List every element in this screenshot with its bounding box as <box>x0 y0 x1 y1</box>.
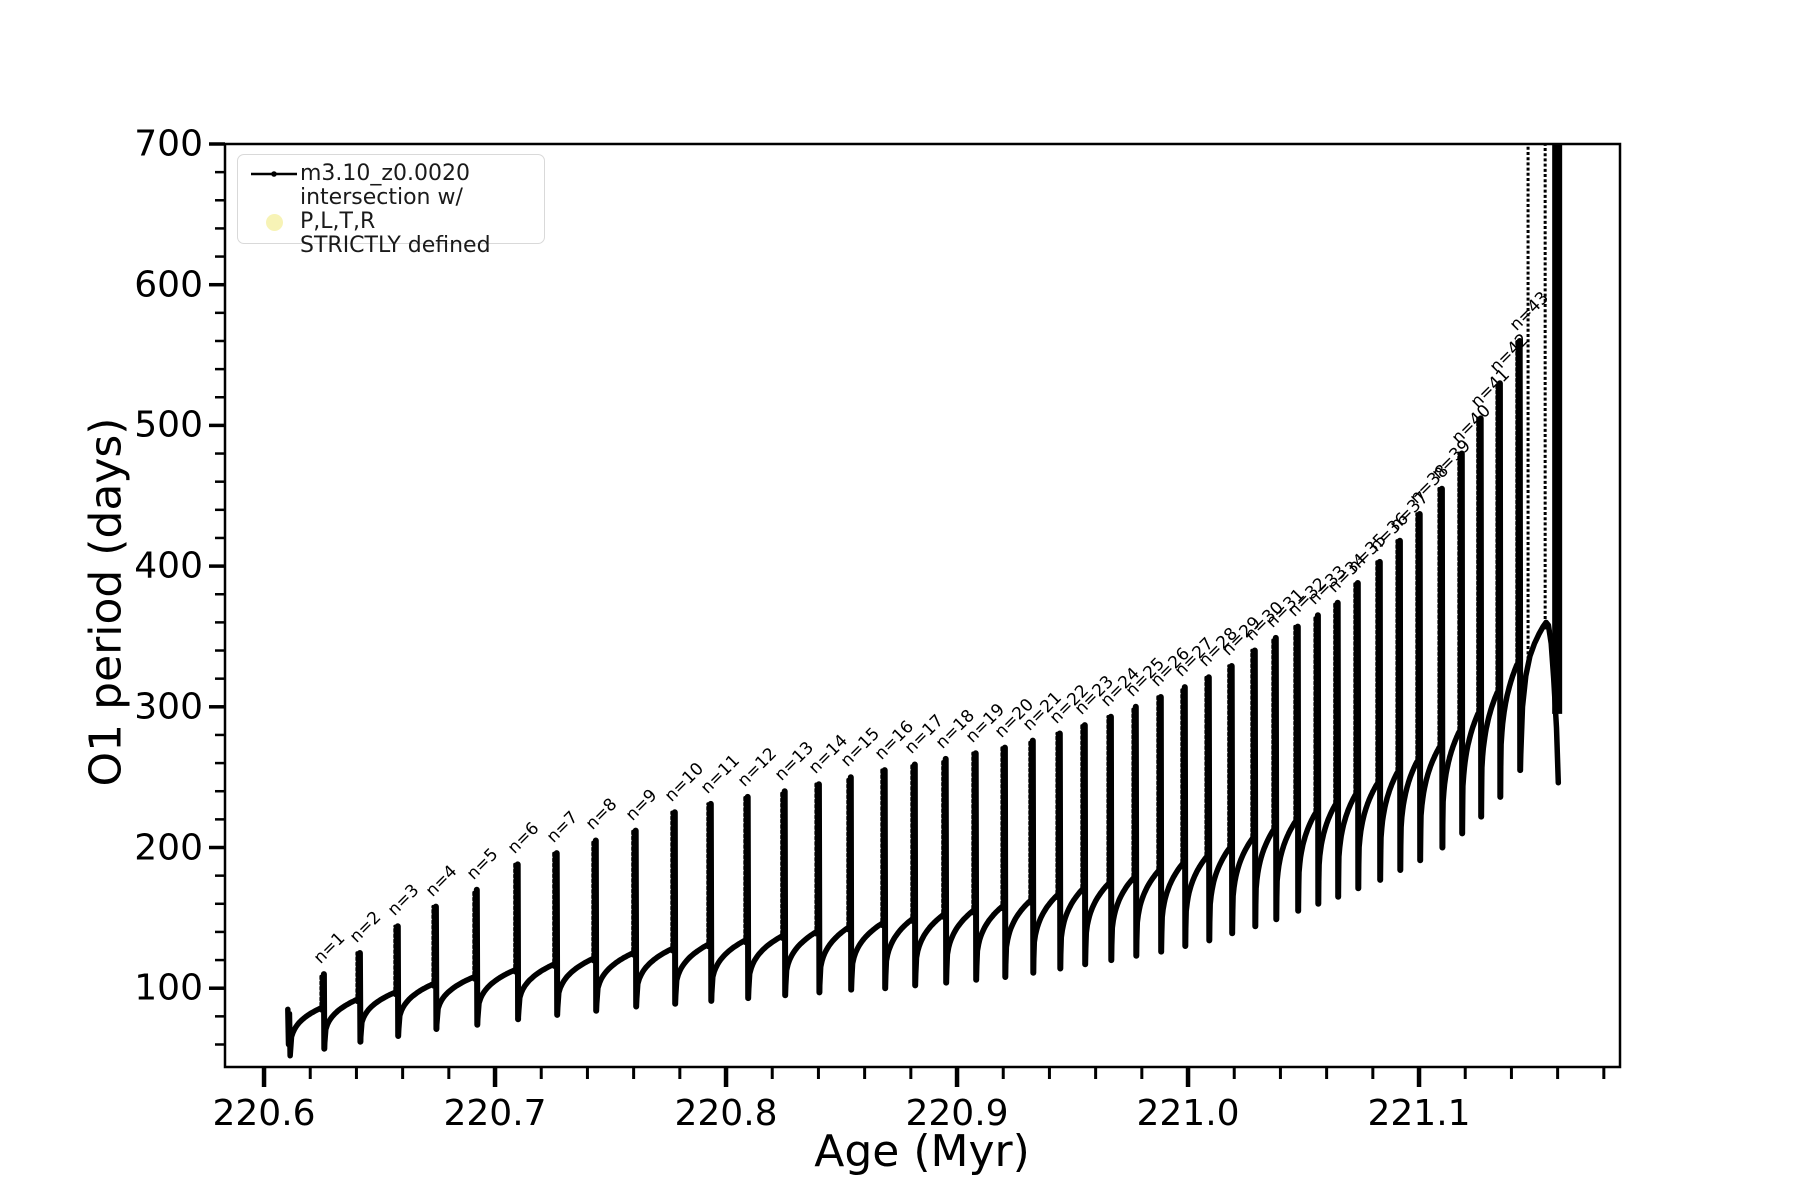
period-curve-baseline <box>285 619 1562 1059</box>
y-tick-label: 300 <box>134 686 203 728</box>
axes-frame <box>223 142 1622 1069</box>
legend-line-dot-marker-icon <box>248 163 300 185</box>
axis-ticks <box>209 142 1606 1087</box>
legend: m3.10_z0.0020 intersection w/ P,L,T,R ST… <box>237 154 545 258</box>
y-tick-label: 100 <box>134 967 203 1009</box>
y-tick-label: 200 <box>134 827 203 868</box>
legend-intersection-label-line1: intersection w/ P,L,T,R <box>300 185 463 234</box>
y-axis-label: O1 period (days) <box>80 417 132 787</box>
legend-series-label: m3.10_z0.0020 <box>300 161 470 186</box>
x-tick-label: 221.1 <box>1367 1093 1471 1134</box>
legend-intersection-label: intersection w/ P,L,T,R STRICTLY defined <box>300 186 534 258</box>
y-tick-label: 400 <box>134 545 203 587</box>
legend-intersection-label-line2: STRICTLY defined <box>300 233 491 258</box>
period-curve-drops <box>320 338 1524 1052</box>
x-tick-label: 220.9 <box>905 1093 1009 1134</box>
y-tick-label: 700 <box>134 123 203 165</box>
x-tick-label: 220.6 <box>212 1093 316 1134</box>
x-tick-label: 220.7 <box>443 1093 547 1134</box>
x-axis-label: Age (Myr) <box>814 1126 1030 1177</box>
legend-entry-series: m3.10_z0.0020 <box>248 162 534 186</box>
y-tick-label: 500 <box>134 404 203 446</box>
x-tick-label: 221.0 <box>1136 1093 1240 1134</box>
legend-circle-marker-icon <box>248 213 300 231</box>
period-curve-spikes <box>319 339 1519 1013</box>
legend-entry-intersection: intersection w/ P,L,T,R STRICTLY defined <box>248 186 534 258</box>
data-curve <box>285 144 1563 1059</box>
x-tick-label: 220.8 <box>674 1093 778 1134</box>
y-tick-label: 600 <box>134 264 203 306</box>
